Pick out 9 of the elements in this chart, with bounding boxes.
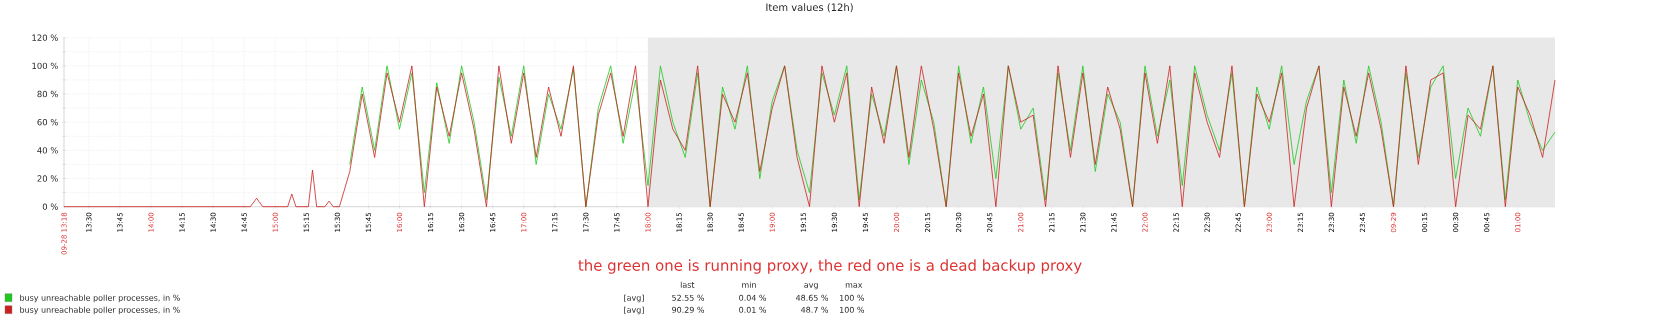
y-tick-label: 100 % bbox=[32, 62, 58, 70]
text: the green one is running proxy, the red one is a dead backup proxy bbox=[578, 259, 1082, 274]
y-tick-label: 20 % bbox=[37, 175, 58, 182]
y-tick-label: 60 % bbox=[37, 119, 58, 126]
y-tick-label: 40 % bbox=[37, 147, 58, 154]
y-tick-label: 0 % bbox=[42, 203, 58, 211]
chart-title: Item values (12h) bbox=[766, 3, 853, 13]
y-tick-label: 80 % bbox=[37, 90, 58, 98]
y-tick-label: 120 % bbox=[32, 34, 58, 42]
